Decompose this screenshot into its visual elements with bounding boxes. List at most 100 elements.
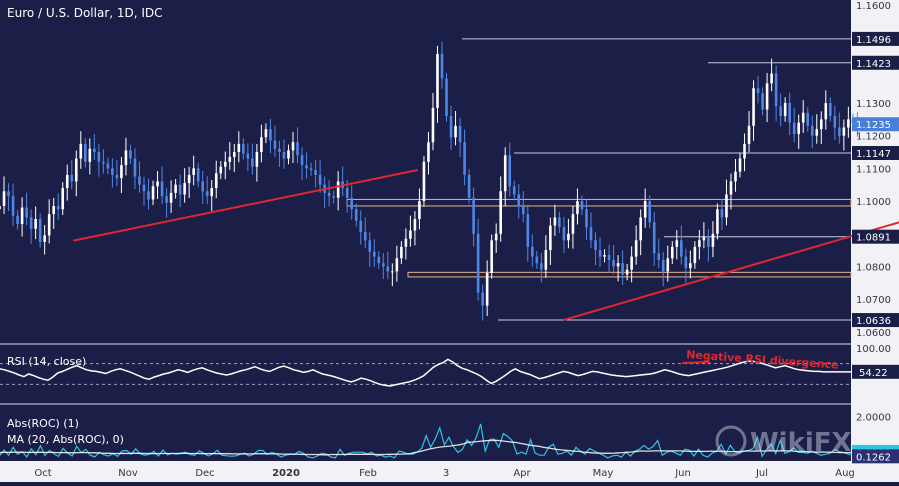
candle-body (309, 168, 313, 170)
candle-body (585, 209, 588, 228)
roc-tick: 2.0000 (856, 413, 891, 424)
candle-body (251, 158, 254, 167)
candle-body (824, 102, 828, 120)
candle-body (20, 207, 24, 224)
price-tick-1.0600: 1.0600 (856, 328, 891, 339)
candle-body (43, 235, 46, 242)
time-tick-Apr: Apr (513, 468, 531, 479)
candle-body (621, 263, 624, 275)
candle-body (102, 161, 105, 164)
level-label-1.1423: 1.1423 (856, 59, 891, 70)
candle-body (106, 163, 110, 169)
candle-body (296, 142, 299, 156)
candle-body (278, 148, 281, 153)
candle-body (476, 233, 480, 293)
roc-ma-line (0, 439, 858, 456)
candle-body (607, 255, 611, 260)
candle-body (526, 214, 530, 247)
candle-body (512, 186, 516, 195)
candle-body (178, 184, 182, 195)
candle-body (589, 227, 593, 241)
candle-body (160, 181, 164, 197)
candle-body (693, 246, 697, 264)
candle-body (359, 220, 363, 233)
price-tick-1.0700: 1.0700 (856, 295, 891, 306)
candle-body (761, 93, 764, 110)
candle-body (237, 143, 241, 153)
time-tick-Dec: Dec (195, 468, 214, 479)
candle-body (327, 192, 331, 197)
candle-body (440, 53, 444, 79)
candle-body (192, 168, 195, 175)
candle-body (490, 240, 493, 273)
roc-line (0, 423, 858, 459)
candle-body (246, 153, 250, 159)
rsi-last-tag (852, 364, 899, 379)
candle-body (788, 102, 791, 123)
candle-body (345, 187, 349, 198)
candle-body (743, 143, 746, 159)
candle-body (84, 143, 87, 162)
candle-body (756, 88, 760, 94)
candle-body (540, 263, 543, 270)
price-tick-1.1000: 1.1000 (856, 197, 891, 208)
rsi-tick: 100.00 (856, 344, 891, 355)
candle-body (797, 122, 801, 135)
candle-body (494, 233, 498, 241)
time-tick-Oct: Oct (34, 468, 51, 479)
candle-body (707, 237, 710, 247)
candle-body (273, 140, 277, 149)
candle-body (363, 232, 367, 241)
candle-body (169, 192, 173, 203)
candle-body (833, 116, 837, 128)
candle-body (47, 214, 51, 236)
candle-body (305, 165, 308, 169)
time-tick-Aug: Aug (835, 468, 855, 479)
candle-body (562, 227, 566, 241)
candle-body (52, 205, 55, 215)
price-tick-1.1600: 1.1600 (856, 1, 891, 12)
candle-body (711, 233, 715, 247)
candle-body (151, 186, 155, 200)
candle-body (580, 201, 584, 210)
candle-body (300, 155, 304, 166)
candle-body (165, 196, 168, 203)
candle-body (503, 155, 507, 192)
candle-body (612, 259, 615, 267)
candle-body (156, 181, 159, 187)
candle-body (625, 269, 629, 275)
candle-body (594, 240, 597, 251)
candle-body (400, 246, 403, 259)
candle-body (391, 271, 394, 273)
candle-body (120, 165, 123, 179)
level-label-1.1496: 1.1496 (856, 35, 891, 46)
candle-body (377, 256, 381, 264)
candle-body (386, 266, 390, 272)
candle-body (395, 258, 399, 272)
candle-body (7, 191, 10, 197)
candle-body (287, 150, 290, 159)
candle-body (774, 73, 778, 107)
rsi-divergence-line (681, 361, 711, 364)
candle-body (738, 158, 742, 172)
candle-body (264, 129, 268, 138)
candle-body (111, 168, 114, 175)
candle-body (463, 142, 466, 175)
price-levels (462, 38, 851, 321)
rsi-panel: 100.00 54.22 (0, 344, 899, 387)
candle-body (729, 181, 733, 195)
candle-body (25, 207, 28, 218)
candle-body (93, 148, 96, 153)
candles (0, 41, 859, 321)
candle-body (576, 201, 579, 215)
candle-body (409, 230, 412, 239)
candle-body (445, 78, 448, 117)
candle-body (734, 171, 737, 182)
candle-body (219, 166, 223, 174)
time-tick-May: May (593, 468, 614, 479)
candle-body (422, 161, 426, 202)
candle-body (16, 215, 19, 224)
price-tick-1.1200: 1.1200 (856, 132, 891, 143)
candle-body (449, 116, 453, 138)
